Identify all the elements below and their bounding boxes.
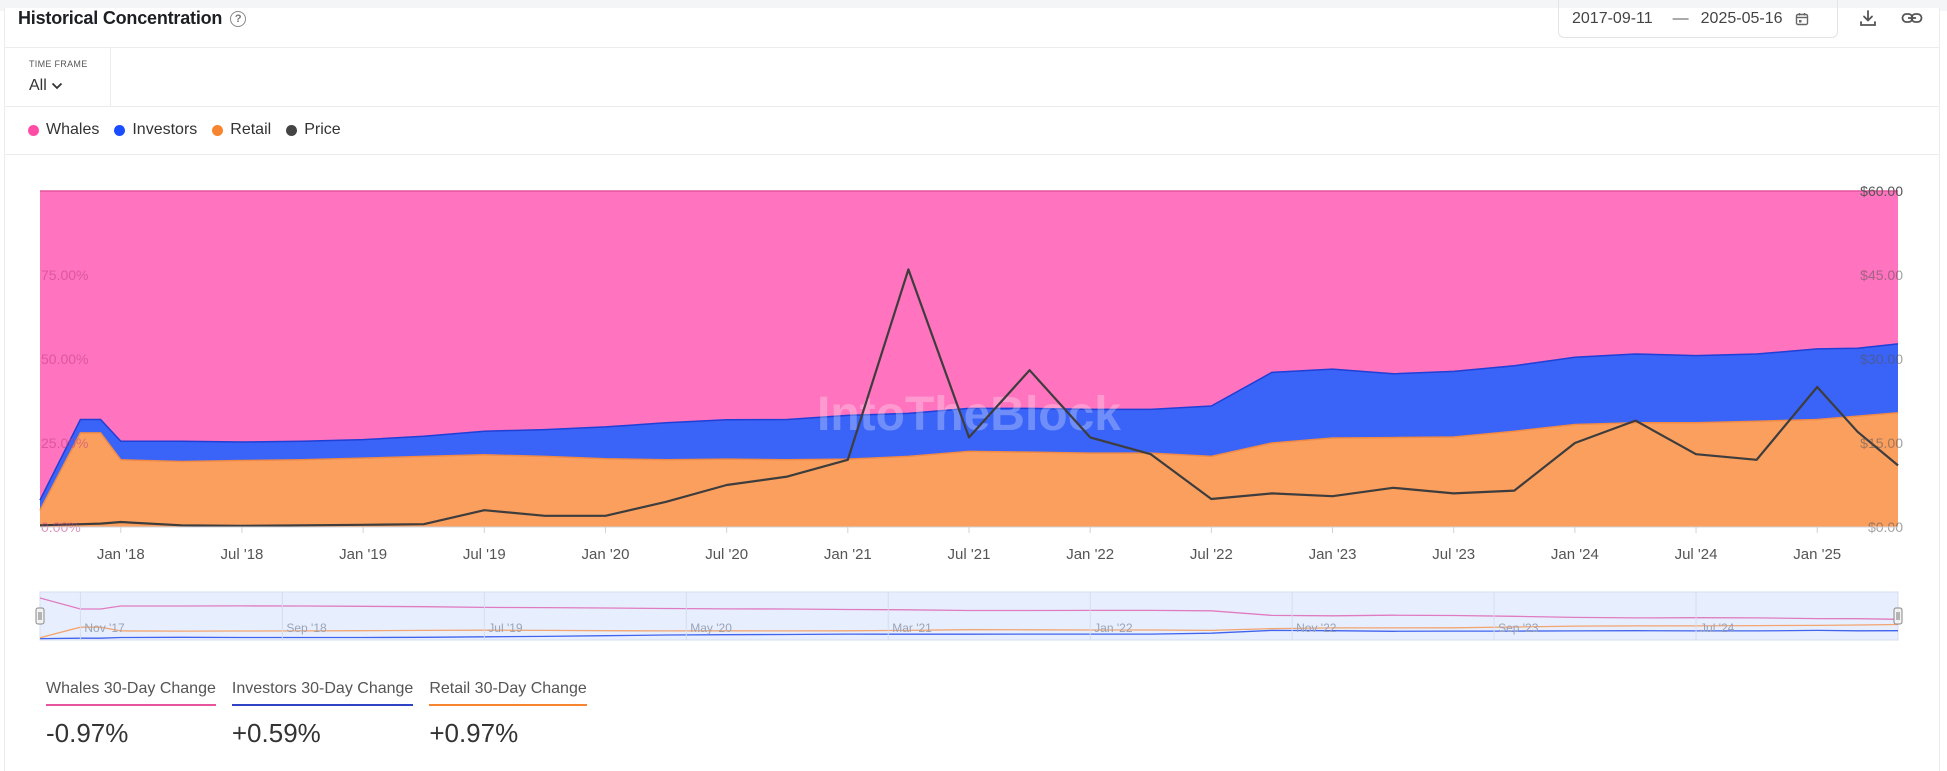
date-from[interactable]: 2017-09-11 [1572,9,1653,27]
price-line [39,268,1899,527]
legend-marker [28,124,39,136]
chart-header: Historical Concentration ? [18,8,247,29]
stat-label: Retail 30-Day Change [429,680,587,706]
y-left-tick-label: 75.00% [41,267,88,283]
y-right-tick-label: $45.00 [1860,267,1903,283]
x-tick-label: Jul '19 [463,546,506,563]
y-right-tick-label: $60.00 [1860,183,1903,199]
legend-marker [212,124,224,136]
legend-marker [286,124,298,136]
stat-retail: Retail 30-Day Change +0.97% [429,680,587,749]
navigator-tick-label: Nov '17 [84,621,125,635]
legend-label: Whales [46,121,100,138]
stats-row: Whales 30-Day Change -0.97% Investors 30… [46,680,603,749]
x-tick-label: Jul '21 [948,546,991,563]
x-tick-label: Jan '22 [1066,546,1114,563]
navigator-handle-right[interactable] [1893,607,1903,625]
investors-area-edge [39,343,1899,501]
x-tick-label: Jan '25 [1793,546,1841,563]
x-tick-label: Jul '22 [1190,546,1233,563]
divider-top [4,47,1940,48]
chevron-down-icon [51,82,62,90]
legend-item-investors[interactable]: Investors [114,121,197,139]
navigator-tick-label: Sep '18 [286,621,327,635]
navigator-tick-label: Jul '19 [488,621,523,635]
navigator-retail-line [39,623,1899,639]
x-tick-label: Jan '18 [97,546,145,563]
x-tick-label: Jan '24 [1551,546,1599,563]
stat-value: -0.97% [46,718,129,748]
legend-item-retail[interactable]: Retail [212,121,271,139]
x-tick-label: Jul '18 [221,546,264,563]
x-tick-label: Jan '20 [582,546,630,563]
retail-area [40,412,1898,527]
concentration-chart[interactable]: IntoTheBlock0.00%25.00%50.00%75.00%$0.00… [0,0,1947,660]
calendar-icon[interactable] [1795,12,1809,26]
timeframe-panel: TIME FRAME All [4,48,111,106]
stat-label: Investors 30-Day Change [231,680,414,706]
date-range-picker[interactable]: 2017-09-11 — 2025-05-16 [1558,0,1838,38]
navigator-tick-label: Jul '24 [1700,621,1735,635]
legend-label: Investors [132,121,198,138]
navigator-tick-label: Jan '22 [1094,621,1133,635]
whales-area [40,191,1898,501]
download-icon[interactable] [1858,8,1878,28]
x-tick-label: Jul '24 [1675,546,1718,563]
legend-item-whales[interactable]: Whales [28,121,99,139]
x-tick-label: Jan '19 [339,546,387,563]
y-right-tick-label: $15.00 [1860,435,1903,451]
legend-label: Price [304,121,341,138]
x-tick-label: Jan '23 [1309,546,1357,563]
top-strip [0,0,1947,11]
x-tick-label: Jan '21 [824,546,872,563]
x-tick-label: Jul '20 [705,546,748,563]
timeframe-label: TIME FRAME [29,59,88,69]
link-icon[interactable] [1901,8,1923,28]
chart-legend: Whales Investors Retail Price [28,121,356,139]
navigator-tick-label: Mar '21 [892,621,932,635]
navigator-investors-line [39,629,1899,640]
timeframe-select[interactable]: All [29,77,63,95]
retail-area-edge [39,412,1899,511]
stat-value: +0.59% [231,718,321,748]
y-right-tick-label: $30.00 [1860,351,1903,367]
y-left-tick-label: 50.00% [41,351,88,367]
navigator-tick-label: Sep '23 [1498,621,1539,635]
page-title: Historical Concentration [18,8,223,28]
divider-legend [4,154,1940,155]
stat-value: +0.97% [429,718,519,748]
navigator-tick-label: Nov '22 [1296,621,1337,635]
y-left-tick-label: 25.00% [41,435,88,451]
stat-investors: Investors 30-Day Change +0.59% [231,680,414,749]
date-separator: — [1672,9,1689,27]
help-icon[interactable]: ? [230,10,247,27]
divider-mid [4,106,1940,107]
timeframe-value: All [29,77,47,94]
legend-label: Retail [230,121,272,138]
x-tick-label: Jul '23 [1432,546,1475,563]
navigator-handle-left[interactable] [35,607,45,625]
stat-label: Whales 30-Day Change [46,680,216,706]
investors-area [40,343,1898,511]
stat-whales: Whales 30-Day Change -0.97% [46,680,216,749]
navigator-whales-line [39,597,1899,620]
date-to[interactable]: 2025-05-16 [1700,9,1783,27]
legend-marker [114,124,126,136]
legend-item-price[interactable]: Price [286,121,341,139]
navigator-tick-label: May '20 [690,621,732,635]
